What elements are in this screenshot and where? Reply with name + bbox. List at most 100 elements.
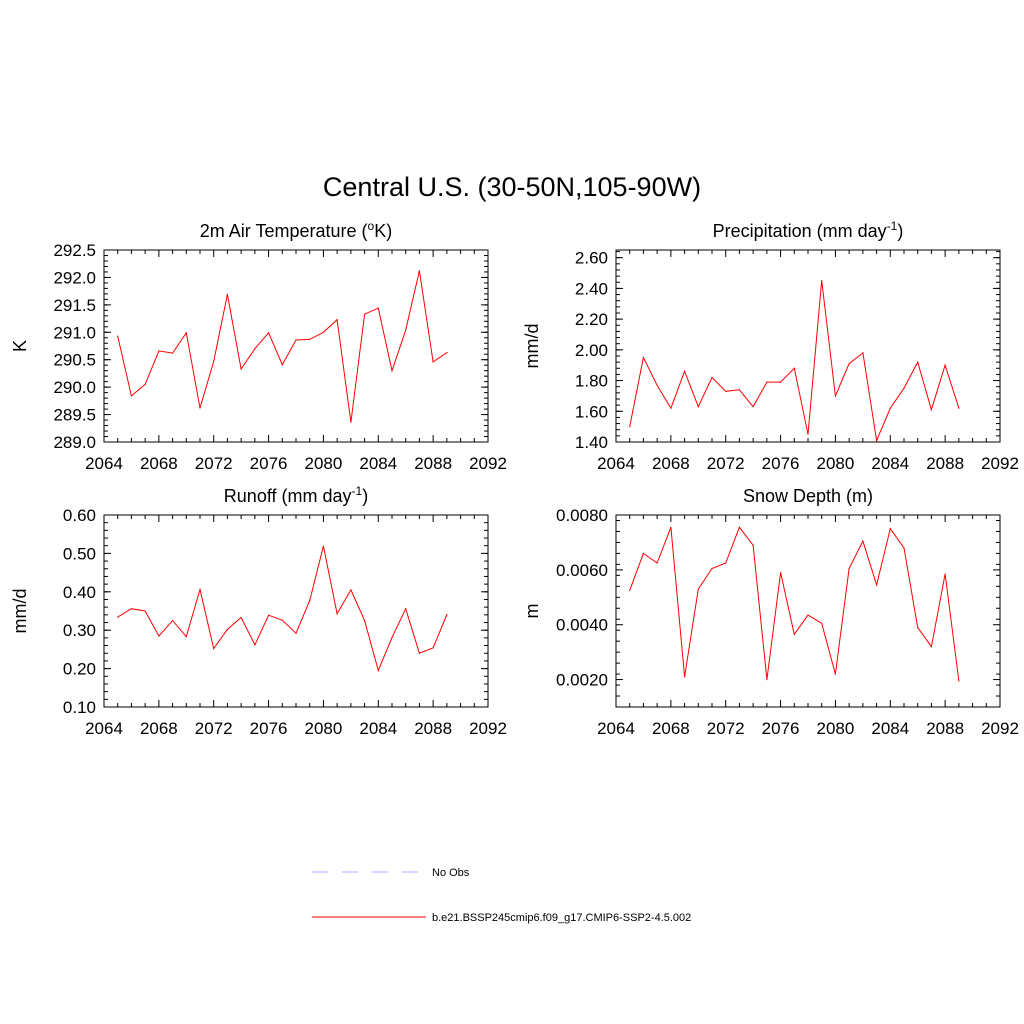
x-tick-label: 2092 [981,454,1019,473]
x-tick-label: 2092 [469,454,507,473]
data-point [185,332,187,334]
data-point [172,620,174,622]
y-tick-label: 0.20 [63,660,96,679]
y-axis-label: m [522,604,542,619]
y-tick-label: 1.60 [575,402,608,421]
data-point [903,547,905,549]
data-point [336,613,338,615]
data-point [405,608,407,610]
y-tick-label: 2.20 [575,310,608,329]
data-point [158,635,160,637]
x-tick-label: 2076 [250,719,288,738]
y-tick-label: 0.10 [63,698,96,717]
y-tick-label: 291.0 [53,323,96,342]
x-tick-label: 2076 [762,719,800,738]
series-line [629,280,960,443]
data-point [405,329,407,331]
data-point [185,636,187,638]
y-tick-label: 0.0040 [556,616,608,635]
y-tick-label: 291.5 [53,296,96,315]
x-tick-label: 2080 [817,719,855,738]
y-tick-label: 292.5 [53,241,96,260]
x-tick-label: 2088 [414,454,452,473]
data-point [117,335,119,337]
x-tick-label: 2076 [762,454,800,473]
y-tick-label: 0.0020 [556,671,608,690]
data-point [738,526,741,528]
data-point [144,610,146,612]
data-point [889,407,891,409]
plot-frame [615,514,1001,708]
data-point [752,544,754,546]
y-tick-label: 0.30 [63,621,96,640]
panel-title-superscript: -1 [887,219,898,233]
data-point [418,270,420,272]
data-point [309,338,311,340]
data-point [917,626,919,629]
data-point [780,572,782,574]
x-tick-label: 2068 [652,454,690,473]
data-point [711,567,713,570]
data-point [281,619,283,621]
panel-title-tail: ) [897,221,903,241]
y-tick-label: 0.50 [63,544,96,563]
data-point [432,361,434,363]
data-point [446,613,448,616]
x-tick-label: 2092 [469,719,507,738]
y-tick-label: 0.40 [63,583,96,602]
data-point [364,313,366,315]
data-point [752,406,754,408]
panel-title-main: Precipitation (mm day [713,221,887,241]
y-tick-label: 2.40 [575,279,608,298]
chart-panel-4: Snow Depth (m) m 2064 2068 2072 2076 2080 2084 2… [522,486,1019,738]
plot-frame [615,249,1001,443]
data-point [350,589,352,591]
data-point [670,407,672,409]
x-tick-label: 2064 [597,454,635,473]
x-tick-label: 2068 [652,719,690,738]
y-tick-label: 0.0080 [556,506,608,525]
data-point [391,636,393,639]
data-point [821,622,823,624]
data-point [958,680,960,682]
data-point [254,644,256,646]
data-point [629,589,631,592]
x-tick-label: 2080 [817,454,855,473]
data-point [944,573,946,575]
data-point [656,562,658,564]
series-line [117,545,448,673]
data-point [793,367,795,369]
data-point [418,652,420,654]
y-tick-label: 290.0 [53,378,96,397]
data-point [130,395,132,397]
x-tick-label: 2072 [195,719,233,738]
data-point [172,352,174,354]
y-axis-label: mm/d [10,589,30,634]
y-tick-label: 2.60 [575,249,608,268]
panels: 2m Air Temperature (oK) K 2064 2068 2072 2076… [10,219,1019,738]
x-tick-label: 2092 [981,719,1019,738]
chart-panel-1: 2m Air Temperature (oK) K 2064 2068 2072 2076… [10,219,507,473]
data-point [226,628,228,631]
data-point [876,439,878,442]
y-axis-label: K [10,340,30,352]
data-point [322,331,324,333]
data-point [711,376,713,379]
y-tick-label: 1.80 [575,372,608,391]
y-tick-label: 1.40 [575,433,608,452]
y-tick-label: 292.0 [53,268,96,287]
data-point [848,567,850,570]
data-point [309,600,311,602]
data-point [158,350,160,352]
x-tick-label: 2064 [597,719,635,738]
data-point [226,293,228,295]
y-tick-label: 290.5 [53,351,96,370]
data-point [642,552,645,555]
x-tick-label: 2076 [250,454,288,473]
y-tick-label: 0.60 [63,506,96,525]
data-point [295,339,297,341]
data-point [268,614,270,616]
data-point [725,562,727,564]
data-point [780,381,782,383]
